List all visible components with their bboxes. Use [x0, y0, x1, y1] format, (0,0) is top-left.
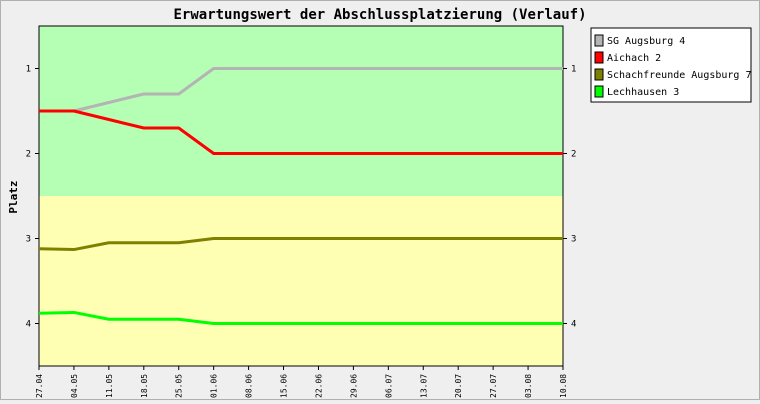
x-tick-label: 13.07 — [419, 374, 428, 398]
x-tick-label: 29.06 — [349, 374, 358, 398]
legend-label: SG Augsburg 4 — [607, 36, 685, 47]
x-tick-label: 20.07 — [454, 374, 463, 398]
x-tick-label: 22.06 — [314, 374, 323, 398]
y-tick-label-left: 4 — [26, 320, 31, 330]
x-tick-label: 04.05 — [70, 374, 79, 398]
y-tick-label-left: 1 — [26, 65, 31, 75]
x-tick-label: 27.04 — [35, 374, 44, 398]
series-line-4 — [38, 310, 563, 325]
series-line-3 — [38, 237, 563, 252]
x-tick-label: 01.06 — [210, 374, 219, 398]
plot-band-2 — [39, 196, 563, 366]
series-line-1 — [39, 67, 563, 113]
legend-swatch — [594, 68, 604, 81]
plot-area: 1 1 2 2 3 3 4 4 27.04 04.05 11.05 18.05 25.05 01.06 08… — [26, 25, 576, 398]
chart-title: Erwartungswert der Abschlussplatzierung … — [173, 7, 586, 23]
y-tick-label-right: 1 — [571, 65, 576, 75]
legend-label: Aichach 2 — [607, 53, 661, 64]
x-tick-label: 27.07 — [489, 374, 498, 398]
plot-band-1 — [39, 26, 563, 196]
x-tick-label: 25.05 — [175, 374, 184, 398]
series-line-2 — [39, 109, 563, 155]
legend-swatch — [594, 85, 604, 98]
y-tick-label-right: 4 — [571, 320, 576, 330]
x-tick-label: 11.05 — [105, 374, 114, 398]
x-tick-label: 10.08 — [559, 374, 568, 398]
x-tick-label: 18.05 — [140, 374, 149, 398]
y-axis-label: Platz — [7, 180, 20, 213]
x-tick-label: 06.07 — [384, 374, 393, 398]
plot-border — [38, 25, 564, 367]
y-tick-label-right: 2 — [571, 150, 576, 160]
x-tick-label: 08.06 — [245, 374, 254, 398]
y-tick-label-left: 2 — [26, 150, 31, 160]
legend-swatch — [594, 34, 604, 47]
legend-box — [590, 27, 752, 103]
legend-label: Schachfreunde Augsburg 7 — [607, 70, 752, 81]
y-tick-label-right: 3 — [571, 235, 576, 245]
legend-swatch — [594, 51, 604, 64]
x-tick-label: 03.08 — [524, 374, 533, 398]
legend: SG Augsburg 4 Aichach 2 Schachfreunde Augs… — [590, 27, 752, 103]
y-tick-label-left: 3 — [26, 235, 31, 245]
legend-label: Lechhausen 3 — [607, 87, 679, 98]
x-tick-label: 15.06 — [280, 374, 289, 398]
